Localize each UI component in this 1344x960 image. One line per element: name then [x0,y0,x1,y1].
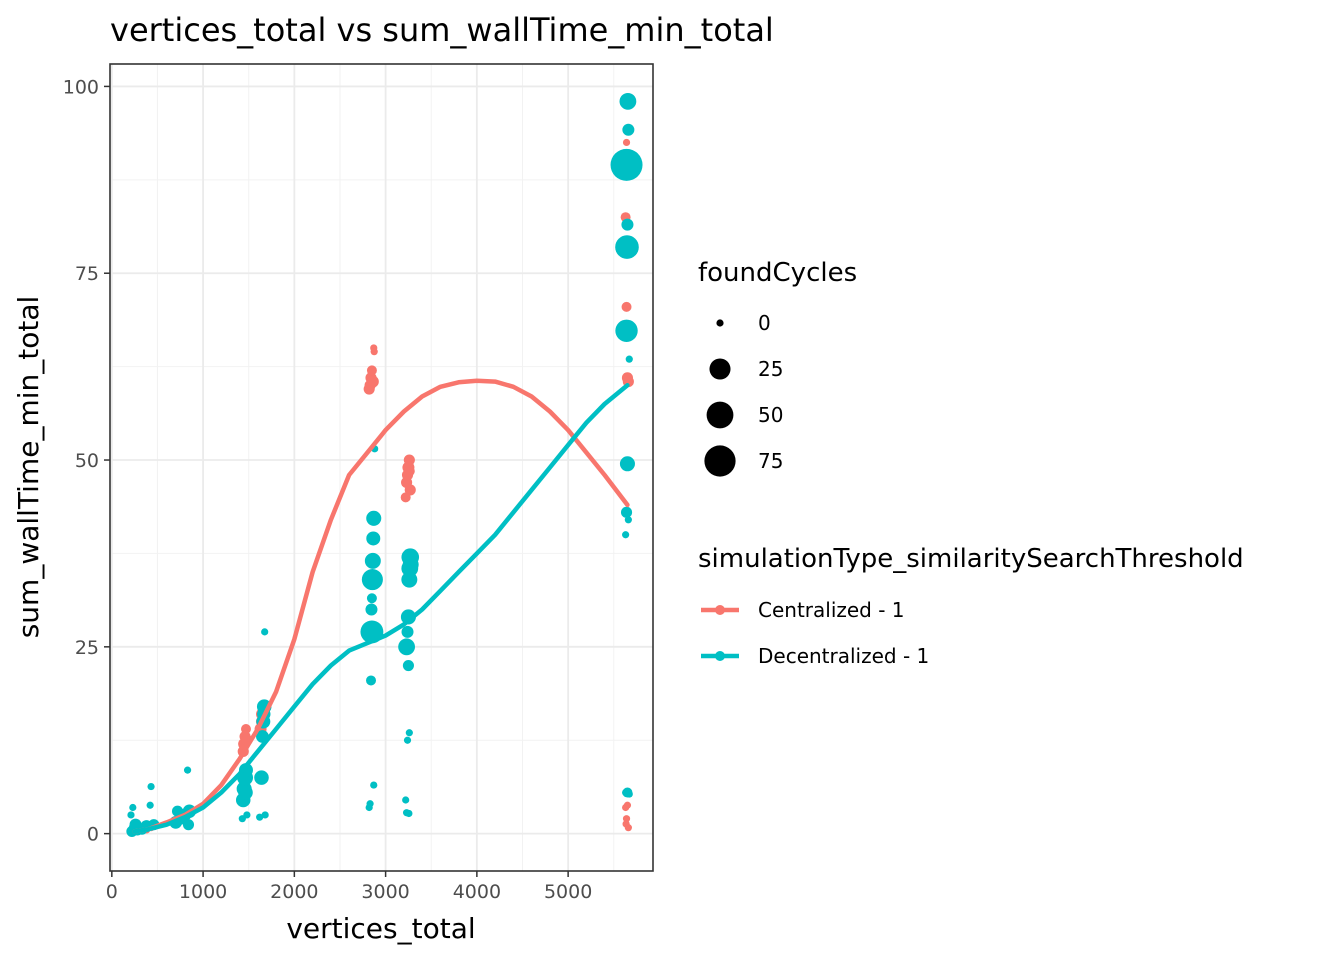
data-point [182,819,195,831]
data-point [401,625,414,638]
data-point [622,531,630,539]
x-tick-label: 2000 [270,881,318,903]
smooth-line [132,383,630,834]
x-axis: 0 1000 2000 3000 4000 5000 [106,871,592,903]
size-legend-label: 50 [758,403,783,427]
x-tick-label: 3000 [361,881,409,903]
size-legend-key [709,358,731,380]
size-legend-label: 25 [758,357,783,381]
data-point [622,138,631,147]
data-point [240,724,251,735]
data-point [621,301,632,312]
data-point [366,365,377,376]
color-legend: simulationType_similaritySearchThreshold… [698,544,1244,668]
y-tick-label: 75 [75,263,99,285]
data-point [254,770,269,785]
data-point [261,811,269,819]
y-axis-title: sum_wallTime_min_total [12,296,45,639]
smooth-line [132,378,630,834]
data-point [625,355,633,363]
data-point [615,235,639,259]
data-point [619,92,637,110]
y-tick-label: 50 [75,450,99,472]
y-tick-label: 25 [75,637,99,659]
data-point [370,781,378,789]
data-point [398,638,415,656]
size-legend: foundCycles 0 25 50 75 [698,258,857,477]
plot-panel [110,64,653,871]
color-legend-dot [715,605,725,615]
data-point [405,729,413,737]
color-legend-label: Centralized - 1 [758,598,905,622]
x-tick-label: 5000 [544,881,592,903]
size-legend-title: foundCycles [698,258,857,288]
data-point [365,603,378,616]
size-legend-label: 75 [758,449,783,473]
grid [110,64,653,871]
plot-border [109,63,654,872]
data-point [402,796,410,804]
data-point [366,510,382,526]
data-point [366,375,379,388]
y-tick-label: 100 [63,76,99,98]
data-point [261,628,269,636]
data-point [624,824,632,832]
size-legend-key [716,319,724,327]
data-point [622,123,635,136]
color-legend-label: Decentralized - 1 [758,644,929,668]
size-legend-key [706,401,734,429]
x-tick-label: 4000 [453,881,501,903]
data-point [620,506,633,518]
data-point [624,516,632,524]
smooth-lines [132,378,630,834]
data-point [361,569,383,591]
chart-title: vertices_total vs sum_wallTime_min_total [110,11,774,49]
data-point [405,809,413,818]
data-point [366,800,374,808]
data-point [256,813,264,821]
y-tick-label: 0 [87,824,99,846]
data-point [127,811,135,819]
data-point [625,790,633,798]
data-point [147,782,155,791]
data-point [623,801,632,809]
data-point [400,609,416,625]
x-tick-label: 0 [106,881,118,903]
data-point [404,466,415,477]
size-legend-label: 0 [758,311,771,335]
data-point [129,803,137,812]
data-point [403,736,412,744]
color-legend-title: simulationType_similaritySearchThreshold [698,544,1244,574]
data-point [146,801,154,809]
data-point [366,593,377,604]
color-legend-dot [715,651,725,661]
y-axis: 0 25 50 75 100 [63,76,110,846]
data-point [610,148,643,181]
data-point [402,659,414,672]
data-point [403,454,415,466]
data-point [366,675,376,686]
data-point [364,552,381,569]
data-point [366,531,381,546]
data-point [622,815,631,823]
data-point [621,218,634,231]
data-point [183,766,192,774]
x-tick-label: 1000 [179,881,227,903]
data-point [243,811,251,819]
data-point [370,348,378,356]
size-legend-key [704,445,736,477]
data-point [619,456,635,472]
data-point [404,484,416,496]
data-point [615,319,638,342]
data-point [238,785,253,800]
data-point [402,556,419,573]
x-axis-title: vertices_total [286,912,475,945]
